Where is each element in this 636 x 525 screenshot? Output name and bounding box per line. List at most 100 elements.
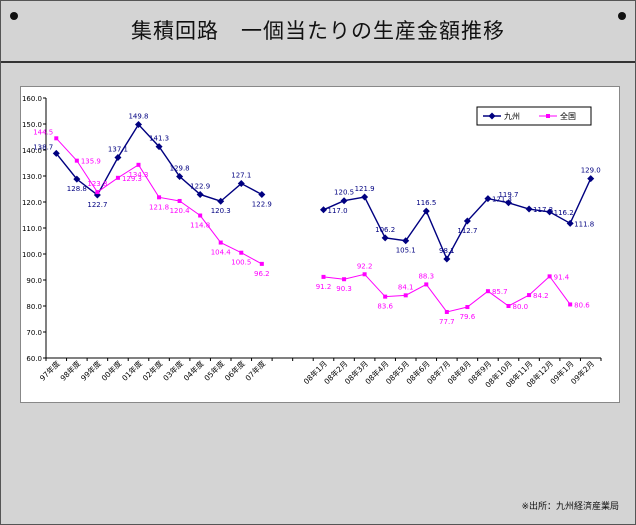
data-label-national: 120.4 xyxy=(170,207,191,215)
data-label-national: 92.2 xyxy=(357,262,373,270)
data-point-national xyxy=(547,274,552,279)
y-tick-label: 110.0 xyxy=(22,225,42,233)
data-label-kyushu: 122.9 xyxy=(190,182,210,190)
x-tick-label: 05年度 xyxy=(202,358,227,383)
data-label-national: 96.2 xyxy=(254,270,270,278)
data-point-kyushu xyxy=(237,180,245,188)
legend-box xyxy=(476,106,592,126)
data-label-national: 129.3 xyxy=(122,175,142,183)
data-point-national xyxy=(157,195,162,200)
bullet-dot-left xyxy=(10,12,18,20)
data-point-kyushu xyxy=(525,205,533,213)
data-label-kyushu: 129.8 xyxy=(170,165,190,173)
data-point-kyushu xyxy=(258,190,266,198)
data-label-kyushu: 120.5 xyxy=(334,189,354,197)
x-tick-label: 99年度 xyxy=(78,358,103,383)
x-tick-label: 04年度 xyxy=(181,358,206,383)
data-point-kyushu xyxy=(340,197,348,205)
x-tick-label: 01年度 xyxy=(119,358,144,383)
data-point-kyushu xyxy=(73,175,81,183)
data-point-national xyxy=(403,293,408,298)
data-label-national: 84.1 xyxy=(398,283,414,291)
x-tick-label: 02年度 xyxy=(140,358,165,383)
data-point-national xyxy=(239,250,244,255)
data-point-national xyxy=(177,198,182,203)
data-point-kyushu xyxy=(463,217,471,225)
line-chart: 60.0 70.0 80.0 90.0 100.0 110.0 120.0 130.0 140.… xyxy=(22,95,602,390)
data-label-national: 80.0 xyxy=(513,303,529,311)
y-tick-label: 130.0 xyxy=(22,173,42,181)
data-point-national xyxy=(506,304,511,308)
data-point-kyushu xyxy=(135,121,142,129)
series-line-kyushu xyxy=(323,178,592,261)
legend-label-kyushu: 九州 xyxy=(504,112,520,121)
data-point-national xyxy=(568,302,573,307)
data-label-national: 121.8 xyxy=(149,203,169,211)
data-label-kyushu: 122.9 xyxy=(252,200,272,208)
data-label-national: 134.3 xyxy=(128,171,148,179)
y-tick-label: 70.0 xyxy=(26,329,42,337)
data-point-kyushu xyxy=(546,208,554,216)
x-tick-label: 00年度 xyxy=(99,358,124,383)
data-label-national: 88.3 xyxy=(418,272,434,280)
data-point-kyushu xyxy=(402,237,410,245)
data-point-national xyxy=(485,289,490,294)
chart-title: 集積回路 一個当たりの生産金額推移 xyxy=(131,19,505,43)
data-label-national: 85.7 xyxy=(492,288,508,296)
data-point-national xyxy=(198,213,203,218)
data-point-kyushu xyxy=(176,173,184,181)
data-point-kyushu xyxy=(381,234,389,242)
data-label-national: 104.4 xyxy=(211,249,232,257)
data-point-national xyxy=(444,309,449,314)
data-point-national xyxy=(383,294,388,299)
data-label-kyushu: 128.8 xyxy=(67,185,87,193)
data-label-kyushu: 120.3 xyxy=(211,207,231,215)
source-note: ※出所：九州経済産業局 xyxy=(521,502,619,512)
data-label-national: 79.6 xyxy=(460,313,476,321)
data-point-kyushu xyxy=(361,193,369,201)
data-point-kyushu xyxy=(196,190,204,198)
data-label-kyushu: 138.7 xyxy=(33,143,53,151)
y-tick-label: 140.0 xyxy=(22,147,42,155)
data-label-kyushu: 119.7 xyxy=(498,191,518,199)
data-label-national: 91.2 xyxy=(316,283,332,291)
data-point-kyushu xyxy=(484,195,492,203)
data-label-kyushu: 121.9 xyxy=(355,185,375,193)
data-point-national xyxy=(74,158,79,163)
data-label-national: 144.5 xyxy=(33,128,53,136)
x-tick-label: 07年度 xyxy=(243,358,268,383)
y-tick-label: 160.0 xyxy=(22,95,42,103)
data-point-national xyxy=(424,282,429,287)
y-tick-label: 100.0 xyxy=(22,251,42,259)
data-point-national xyxy=(527,293,532,298)
data-point-national xyxy=(136,162,141,167)
data-label-national: 100.5 xyxy=(231,259,251,267)
data-label-kyushu: 122.7 xyxy=(87,201,107,209)
data-point-kyushu xyxy=(320,206,327,214)
data-point-national xyxy=(259,261,264,266)
x-tick-label: 98年度 xyxy=(58,358,83,383)
data-point-kyushu xyxy=(52,149,60,157)
data-point-kyushu xyxy=(505,199,512,207)
data-point-national xyxy=(465,305,470,310)
data-label-kyushu: 117.0 xyxy=(328,207,348,215)
data-point-national xyxy=(54,136,59,141)
data-point-national xyxy=(115,175,120,180)
data-label-national: 77.7 xyxy=(439,318,455,326)
data-point-national xyxy=(95,190,100,195)
bullet-dot-right xyxy=(618,12,626,20)
data-label-kyushu: 149.8 xyxy=(128,113,148,121)
y-tick-label: 90.0 xyxy=(26,277,42,285)
data-point-kyushu xyxy=(566,219,574,227)
x-tick-label: 06年度 xyxy=(222,358,247,383)
data-point-kyushu xyxy=(587,175,595,183)
data-label-national: 90.3 xyxy=(336,285,352,293)
data-label-kyushu: 111.8 xyxy=(574,220,594,228)
data-label-national: 80.6 xyxy=(574,301,590,309)
data-label-national: 84.2 xyxy=(533,292,549,300)
data-label-kyushu: 116.2 xyxy=(554,209,574,217)
data-label-national: 114.8 xyxy=(190,222,210,230)
data-label-kyushu: 106.2 xyxy=(375,226,395,234)
data-label-national: 91.4 xyxy=(554,273,570,281)
